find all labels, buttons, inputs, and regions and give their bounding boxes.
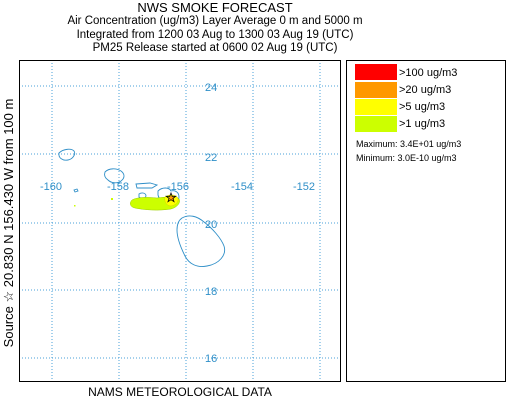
lat-label: 18 [205,286,217,298]
island-hawaii-outline [176,215,226,267]
smoke-plume [74,194,180,211]
smoke-map: 24 22 20 18 16 -160 -158 -156 -154 -152 [19,60,341,382]
legend-swatch-gt20 [355,82,397,98]
island-oahu-outline [104,168,125,184]
legend-label-gt1: >1 ug/m3 [399,118,446,130]
legend-swatch-gt1 [355,116,397,132]
source-marker [165,191,177,203]
meteorological-data-footer: NAMS METEOROLOGICAL DATA [88,385,272,399]
subtitle-release: PM25 Release started at 0600 02 Aug 19 (… [92,42,338,54]
plume-speck [111,198,113,200]
source-star-icon [165,191,177,203]
lon-label: -158 [107,181,129,193]
plume-speck [74,205,76,207]
legend-label-gt100: >100 ug/m3 [399,67,458,79]
lat-label: 16 [205,353,217,365]
lon-label: -152 [293,181,315,193]
island-molokai-outline [135,182,159,189]
legend-swatch-gt100 [355,64,397,80]
source-location-label: Source ☆ 20.830 N 156.430 W from 100 m [1,98,16,348]
subtitle-concentration: Air Concentration (ug/m3) Layer Average … [67,15,363,27]
lon-label: -154 [231,181,253,193]
plume-contour-gt20 [169,195,174,201]
lon-labels: -160 -158 -156 -154 -152 [40,181,315,193]
legend-label-gt5: >5 ug/m3 [399,101,446,113]
island-niihau-outline [73,188,79,193]
legend-label-gt20: >20 ug/m3 [399,84,452,96]
subtitle-integration: Integrated from 1200 03 Aug to 1300 03 A… [76,29,354,41]
lon-label: -160 [40,181,62,193]
legend-minimum: Minimum: 3.0E-10 ug/m3 [356,153,457,163]
lon-label: -156 [167,181,189,193]
lat-labels: 24 22 20 18 16 [205,82,217,365]
lat-label: 22 [205,152,217,164]
forecast-title: NWS SMOKE FORECAST [137,0,293,15]
lat-label: 20 [205,219,217,231]
map-frame [19,60,341,382]
island-kauai-outline [58,148,76,161]
lat-label: 24 [205,82,217,94]
legend-maximum: Maximum: 3.4E+01 ug/m3 [356,139,462,149]
concentration-legend: >100 ug/m3 >20 ug/m3 >5 ug/m3 >1 ug/m3 M… [346,60,506,382]
legend-swatch-gt5 [355,99,397,115]
